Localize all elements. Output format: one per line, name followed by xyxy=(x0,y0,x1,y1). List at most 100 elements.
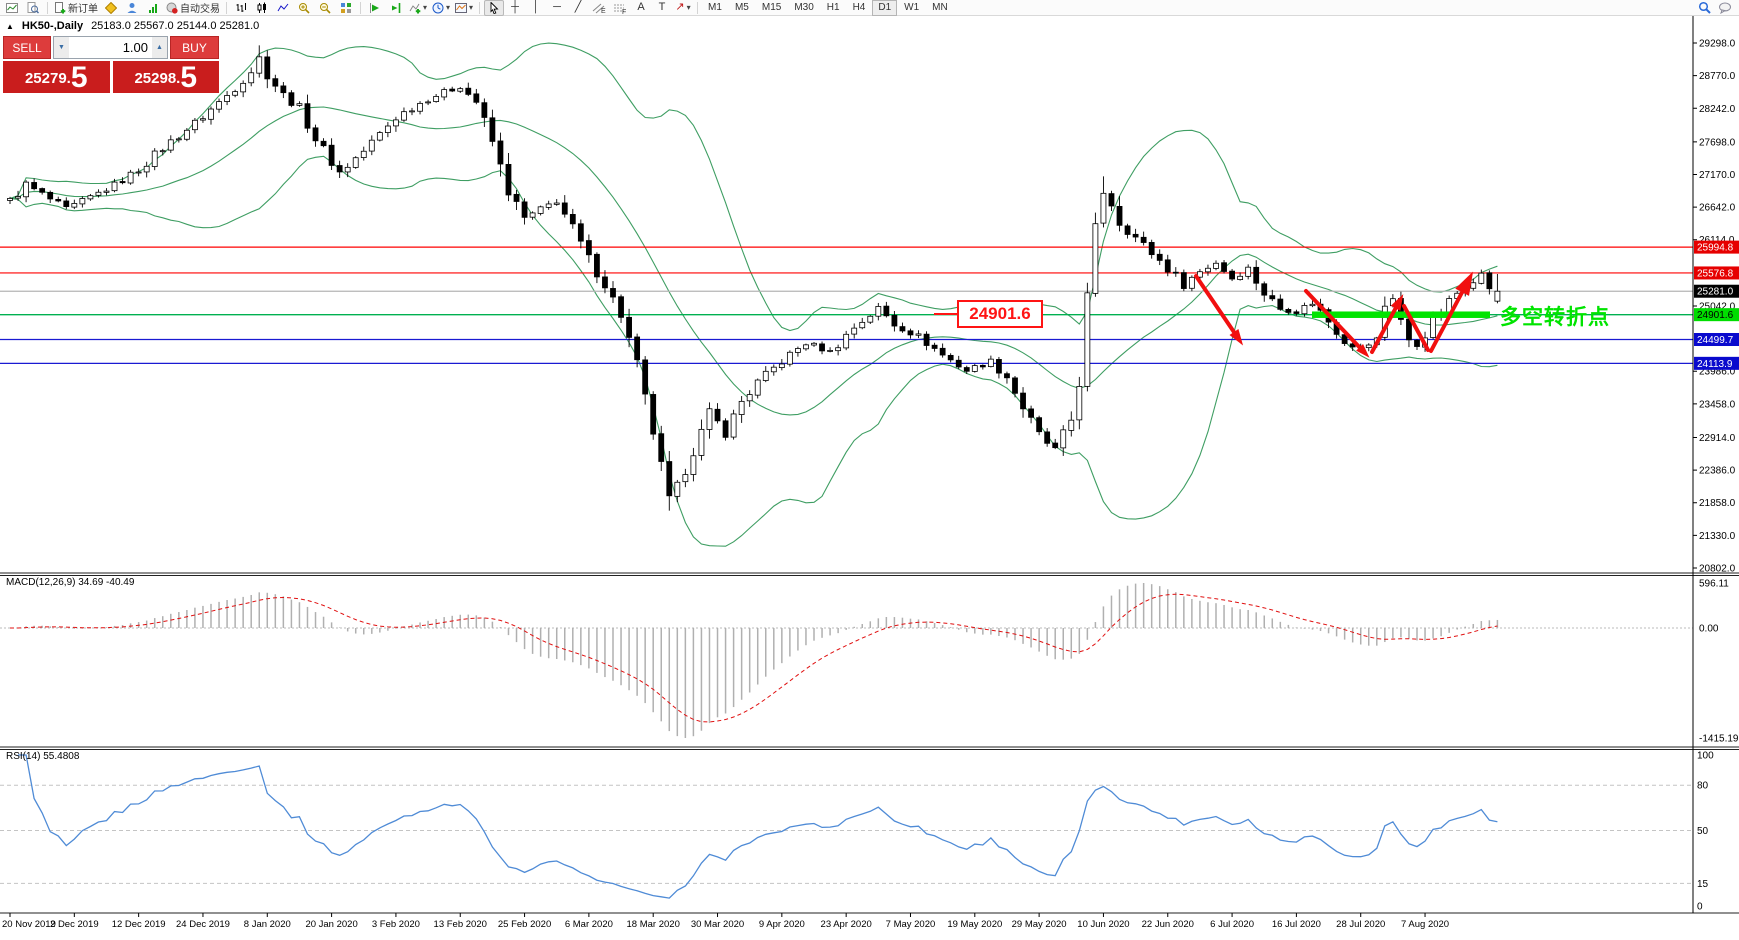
price-annotation-box[interactable]: 24901.6 xyxy=(957,300,1043,328)
svg-text:8 Jan 2020: 8 Jan 2020 xyxy=(244,919,291,930)
macd-pane xyxy=(0,583,1693,738)
svg-text:24901.6: 24901.6 xyxy=(1697,310,1734,321)
fibonacci-tool[interactable]: F xyxy=(610,0,630,16)
sell-button-label: SELL xyxy=(12,40,42,55)
svg-text:27170.0: 27170.0 xyxy=(1699,170,1736,181)
timeframe-h1[interactable]: H1 xyxy=(826,2,840,13)
periods-button[interactable]: ▾ xyxy=(430,0,452,16)
turning-point-text[interactable]: 多空转折点 xyxy=(1500,306,1610,329)
text-tool[interactable]: A xyxy=(637,1,645,13)
cursor-tool[interactable] xyxy=(484,0,505,16)
buy-button[interactable]: BUY xyxy=(170,36,219,59)
volume-input[interactable] xyxy=(69,37,152,58)
indicators-button[interactable]: ▾ xyxy=(407,0,429,16)
timeframe-m15[interactable]: M15 xyxy=(761,2,782,13)
volume-down-button[interactable]: ▼ xyxy=(54,37,69,58)
metaeditor-icon[interactable] xyxy=(101,0,121,16)
svg-text:27698.0: 27698.0 xyxy=(1699,137,1736,148)
svg-text:25042.0: 25042.0 xyxy=(1699,301,1736,312)
timeframe-m30[interactable]: M30 xyxy=(794,2,814,13)
chevron-down-icon[interactable]: ▾ xyxy=(446,3,451,12)
symbol-ohlc-values: 25183.0 25567.0 25144.0 25281.0 xyxy=(91,20,260,32)
price-axis[interactable]: 29298.0 28770.0 28242.0 27698.0 27170.0 26642… xyxy=(1693,39,1739,575)
crosshair-tool[interactable]: ┼ xyxy=(511,1,519,13)
svg-text:23 Apr 2020: 23 Apr 2020 xyxy=(821,919,872,930)
chevron-down-icon[interactable]: ▾ xyxy=(423,3,428,12)
new-order-button[interactable]: 新订单 xyxy=(52,0,100,16)
svg-text:21858.0: 21858.0 xyxy=(1699,498,1736,509)
svg-text:25281.0: 25281.0 xyxy=(1697,287,1734,298)
buy-price-display[interactable]: 25298. 5 xyxy=(112,61,219,93)
tile-windows-icon[interactable] xyxy=(336,0,356,16)
chat-icon[interactable] xyxy=(1715,0,1735,16)
volume-up-button[interactable]: ▲ xyxy=(152,37,167,58)
timeframe-m1[interactable]: M1 xyxy=(708,2,722,13)
search-icon[interactable] xyxy=(1694,0,1714,16)
chart-shift-icon[interactable] xyxy=(386,0,406,16)
auto-scroll-icon[interactable] xyxy=(365,0,385,16)
trend-arrow-line[interactable] xyxy=(1402,304,1430,352)
svg-text:21330.0: 21330.0 xyxy=(1699,531,1736,542)
community-icon[interactable] xyxy=(122,0,142,16)
horizontal-line-tool[interactable]: ─ xyxy=(553,1,561,13)
svg-text:3 Feb 2020: 3 Feb 2020 xyxy=(372,919,420,930)
toolbar-separator xyxy=(226,1,227,14)
trend-arrows[interactable] xyxy=(1194,271,1474,358)
timeframe-w1[interactable]: W1 xyxy=(904,2,920,13)
chevron-down-icon[interactable]: ▾ xyxy=(686,3,691,12)
bar-chart-type-icon[interactable] xyxy=(231,0,251,16)
trend-arrow-line[interactable] xyxy=(1304,289,1366,354)
trend-arrow-line[interactable] xyxy=(1194,274,1240,340)
svg-text:100: 100 xyxy=(1697,751,1714,762)
toolbar-separator xyxy=(47,1,48,14)
price-label-24901.6 xyxy=(1694,308,1739,322)
svg-text:28242.0: 28242.0 xyxy=(1699,104,1736,115)
svg-text:F: F xyxy=(622,9,626,14)
trendline-tool[interactable]: ╱ xyxy=(574,1,582,13)
templates-button[interactable]: ▾ xyxy=(453,0,475,16)
svg-text:20 Nov 2019: 20 Nov 2019 xyxy=(2,919,56,930)
collapse-panel-icon[interactable]: ▲ xyxy=(6,21,14,31)
price-label-25281 xyxy=(1694,284,1739,298)
line-chart-type-icon[interactable] xyxy=(273,0,293,16)
text-label-tool[interactable]: T xyxy=(658,1,666,13)
buy-price-main: 25298. xyxy=(134,70,181,87)
timeframe-mn[interactable]: MN xyxy=(932,2,948,13)
svg-text:2 Dec 2019: 2 Dec 2019 xyxy=(50,919,99,930)
chart-window-icon[interactable] xyxy=(2,0,22,16)
zoom-out-icon[interactable] xyxy=(315,0,335,16)
arrows-tool[interactable]: ↗ ▾ xyxy=(673,0,693,16)
equidistant-channel-tool[interactable]: E xyxy=(589,0,609,16)
svg-text:25994.8: 25994.8 xyxy=(1697,243,1734,254)
autotrading-button[interactable]: 自动交易 xyxy=(164,0,222,16)
svg-text:26642.0: 26642.0 xyxy=(1699,203,1736,214)
trend-arrow-line[interactable] xyxy=(1370,300,1401,354)
svg-text:18 Mar 2020: 18 Mar 2020 xyxy=(627,919,680,930)
timeframe-d1[interactable]: D1 xyxy=(872,0,898,16)
chevron-down-icon[interactable]: ▾ xyxy=(469,3,474,12)
svg-text:13 Feb 2020: 13 Feb 2020 xyxy=(434,919,487,930)
bollinger-bands xyxy=(9,42,1498,547)
new-order-label: 新订单 xyxy=(68,4,98,15)
toolbar-separator xyxy=(479,1,481,14)
support-highlight-segment[interactable] xyxy=(1312,311,1490,318)
svg-text:23986.0: 23986.0 xyxy=(1699,367,1736,378)
trend-arrow-line[interactable] xyxy=(1429,281,1469,353)
candle-chart-type-icon[interactable] xyxy=(252,0,272,16)
sell-button[interactable]: SELL xyxy=(3,36,51,59)
zoom-in-icon[interactable] xyxy=(294,0,314,16)
vertical-line-tool[interactable]: │ xyxy=(532,1,540,13)
svg-text:7 May 2020: 7 May 2020 xyxy=(886,919,936,930)
sell-price-display[interactable]: 25279. 5 xyxy=(3,61,110,93)
autotrading-label: 自动交易 xyxy=(180,4,220,15)
one-click-trading-panel: SELL ▼ ▲ BUY 25279. 5 25298. 5 xyxy=(3,36,219,93)
symbol-info-bar: ▲ HK50-,Daily 25183.0 25567.0 25144.0 25… xyxy=(6,20,259,32)
preview-icon[interactable] xyxy=(23,0,43,16)
timeframe-h4[interactable]: H4 xyxy=(852,2,866,13)
timeframe-m5[interactable]: M5 xyxy=(734,2,749,13)
svg-text:30 Mar 2020: 30 Mar 2020 xyxy=(691,919,744,930)
signal-icon[interactable] xyxy=(143,0,163,16)
svg-text:24499.7: 24499.7 xyxy=(1697,335,1734,346)
